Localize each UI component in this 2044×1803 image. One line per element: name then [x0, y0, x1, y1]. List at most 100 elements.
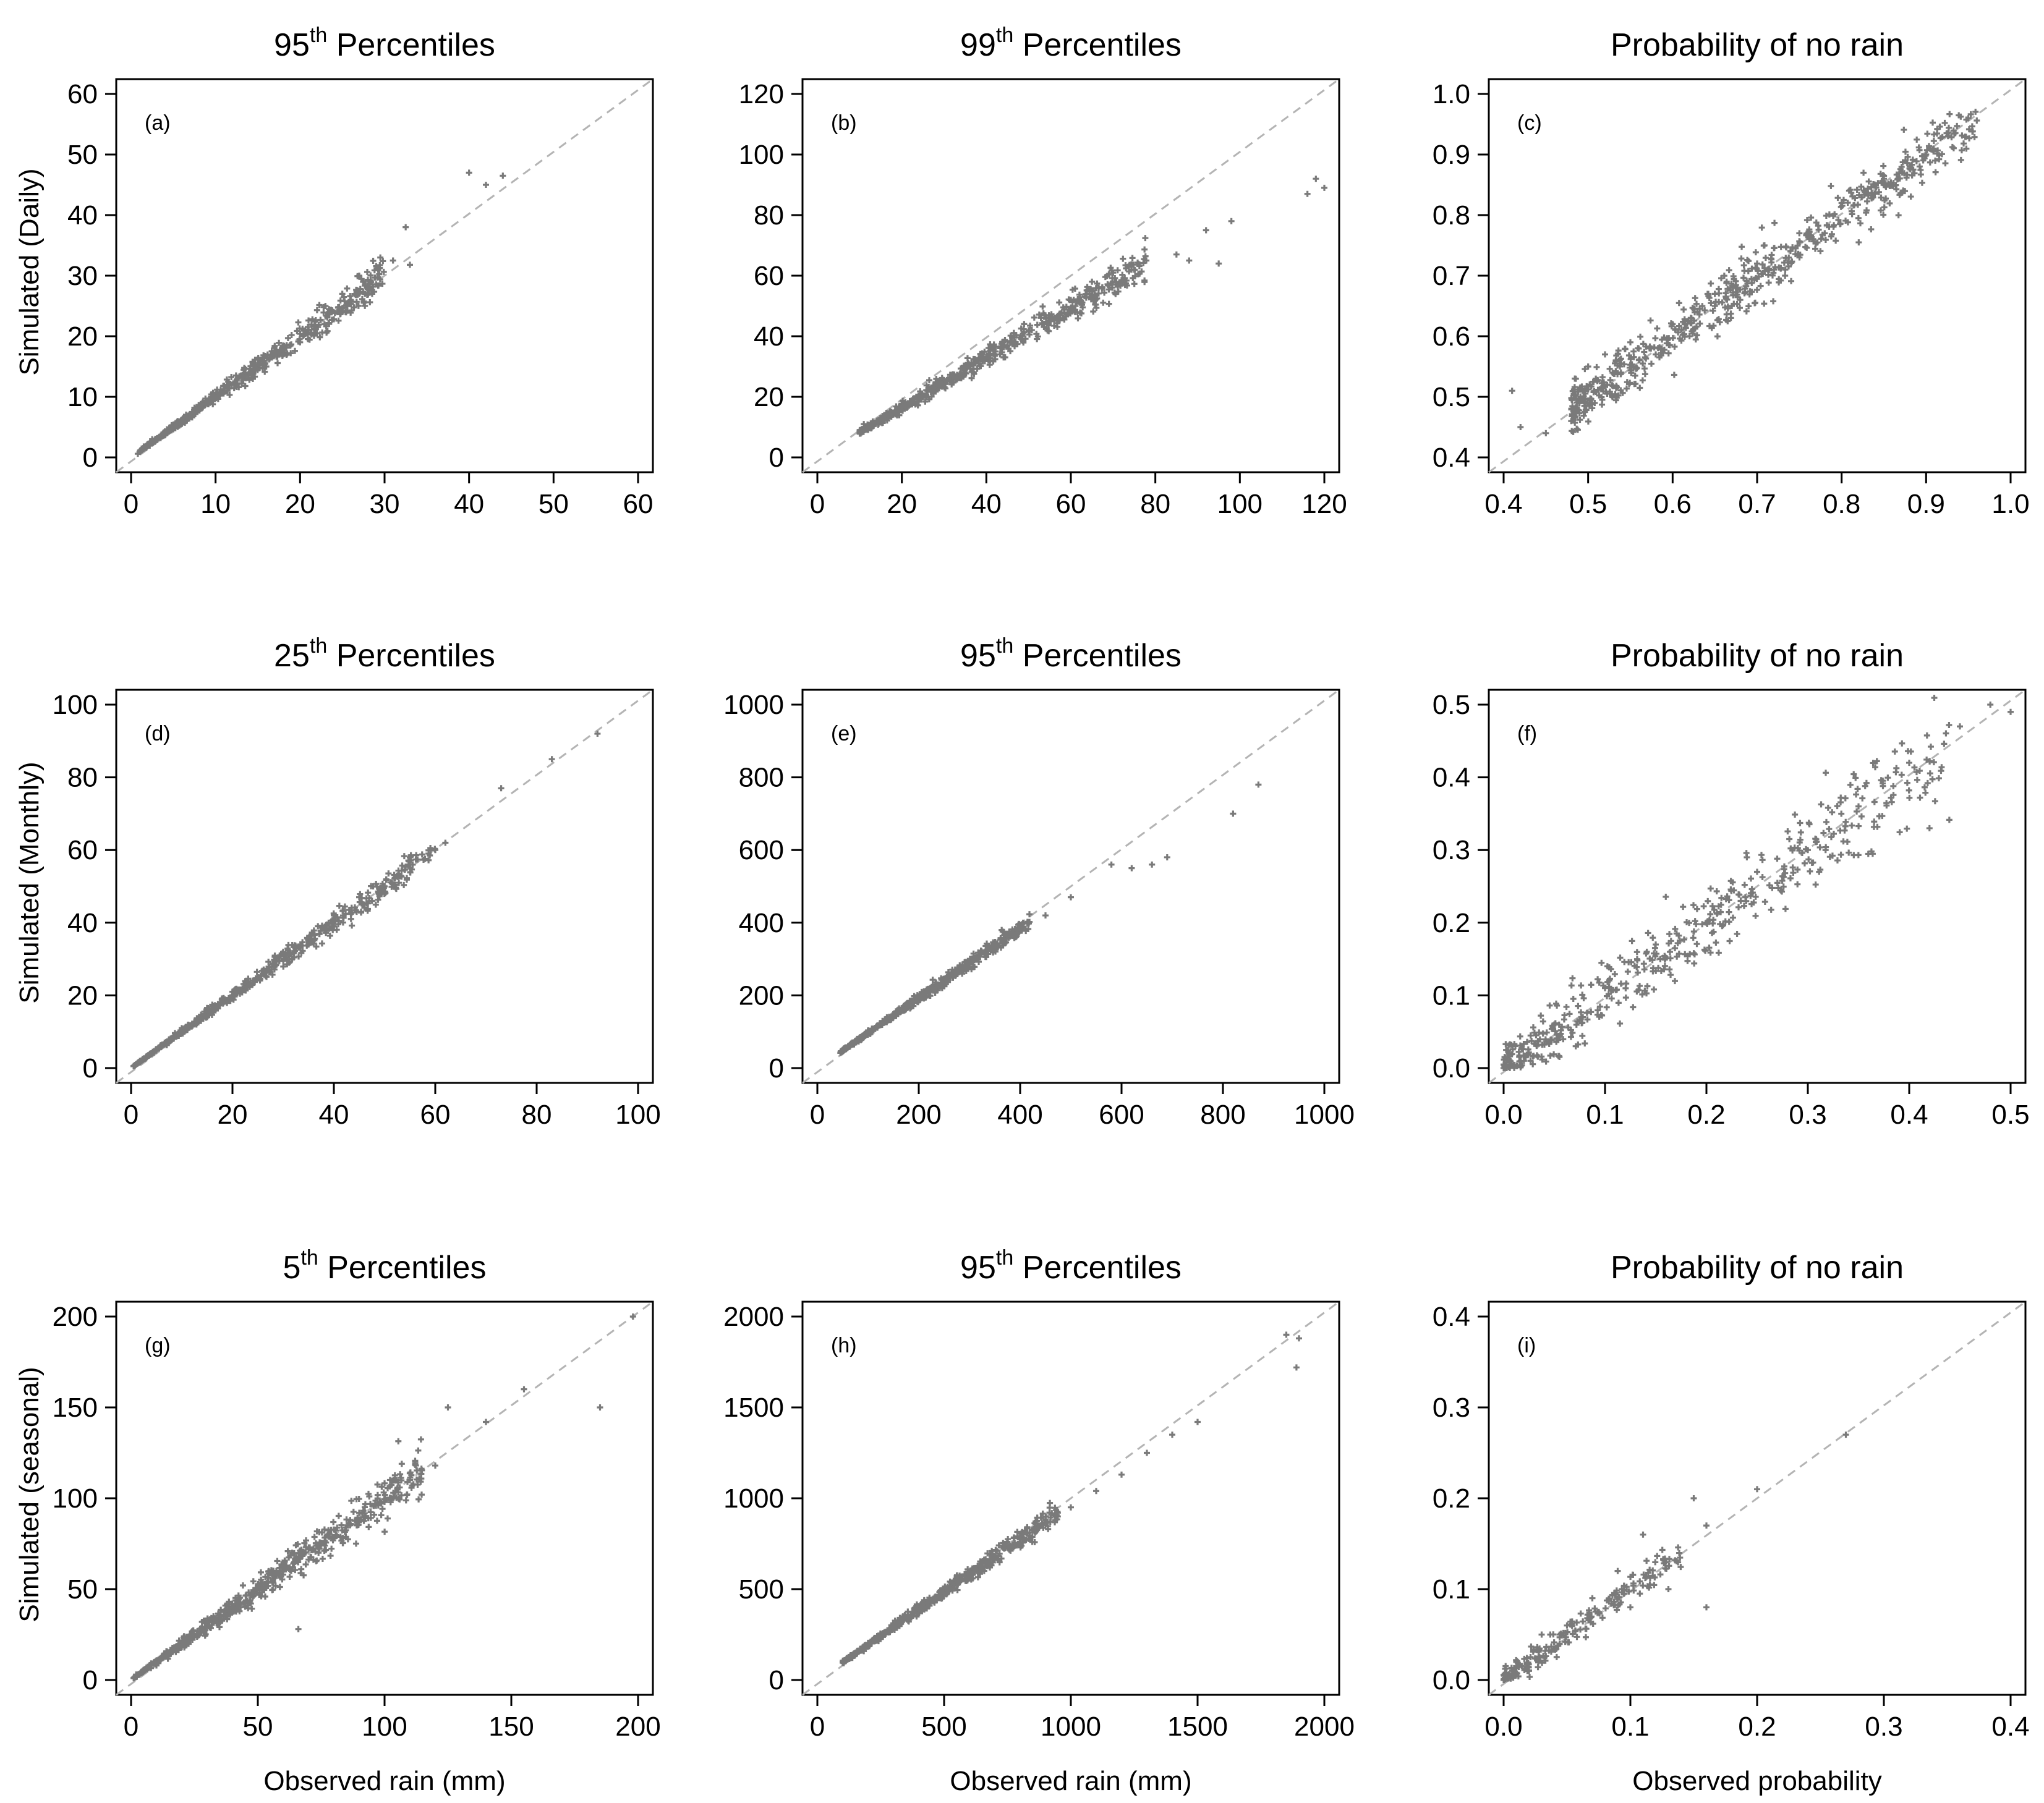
data-point: [1929, 776, 1936, 783]
data-point: [1646, 1566, 1653, 1573]
data-point: [1782, 870, 1789, 876]
data-point: [1632, 372, 1638, 379]
data-point: [425, 847, 432, 854]
y-tick-label: 150: [53, 1393, 98, 1423]
data-point: [949, 371, 956, 378]
data-point: [296, 336, 303, 342]
data-point: [1657, 956, 1664, 962]
data-point: [1636, 983, 1643, 990]
data-point: [1713, 299, 1719, 305]
data-point: [1575, 1003, 1582, 1009]
data-point: [266, 964, 273, 970]
x-tick-label: 0.5: [1569, 489, 1607, 519]
data-point: [264, 351, 271, 358]
data-point: [268, 348, 275, 355]
data-point: [1794, 866, 1801, 873]
data-point: [958, 966, 965, 973]
data-point: [924, 988, 931, 995]
data-point: [1742, 286, 1748, 292]
data-point: [1084, 284, 1091, 291]
data-point: [396, 1484, 403, 1491]
data-point: [1007, 1543, 1014, 1550]
x-tick-label: 0: [810, 1712, 825, 1742]
one-to-one-line: [1488, 689, 2026, 1084]
data-point: [846, 1655, 853, 1661]
data-point: [1504, 1057, 1510, 1064]
data-point: [1128, 266, 1135, 273]
data-point: [385, 870, 392, 877]
data-point: [1585, 418, 1591, 425]
data-point: [1614, 350, 1621, 357]
data-point: [1034, 333, 1041, 340]
data-point: [984, 940, 990, 947]
data-point: [1907, 193, 1914, 200]
data-point: [155, 435, 162, 441]
data-point: [927, 993, 934, 999]
data-point: [1838, 810, 1845, 817]
data-point: [258, 973, 265, 980]
data-point: [939, 376, 946, 383]
data-point: [249, 982, 255, 988]
data-point: [377, 1498, 383, 1505]
data-point: [1656, 354, 1663, 361]
data-point: [360, 298, 367, 305]
data-point: [1598, 380, 1605, 386]
data-point: [279, 352, 286, 359]
data-point: [1076, 291, 1083, 298]
data-point: [242, 987, 249, 994]
data-point: [1649, 957, 1656, 964]
y-tick-label: 0.5: [1433, 382, 1470, 412]
data-point: [1025, 926, 1032, 933]
data-point: [353, 286, 360, 293]
data-point: [348, 904, 355, 911]
data-point: [1936, 152, 1943, 159]
data-point: [1707, 911, 1714, 918]
data-point: [1768, 259, 1775, 266]
x-tick-label: 1000: [1041, 1712, 1101, 1742]
y-tick-label: 0: [83, 443, 98, 473]
data-point: [1918, 153, 1925, 159]
data-point: [357, 286, 364, 292]
data-point: [320, 303, 327, 310]
data-point: [1692, 336, 1699, 343]
data-point: [1875, 180, 1881, 187]
data-point: [1016, 1535, 1023, 1542]
data-point: [1874, 823, 1881, 830]
data-point: [318, 940, 325, 947]
data-point: [1872, 190, 1878, 197]
data-point: [1114, 267, 1121, 274]
data-point: [317, 927, 324, 934]
data-point: [1906, 787, 1912, 794]
chart-title-sup: th: [996, 634, 1013, 658]
data-point: [1509, 388, 1515, 394]
data-point: [1868, 189, 1875, 196]
data-point: [1637, 1578, 1643, 1585]
data-point: [299, 1551, 306, 1558]
data-point: [1675, 329, 1682, 336]
data-point: [1056, 299, 1063, 306]
data-point: [1814, 239, 1821, 246]
data-point: [1896, 170, 1902, 177]
data-point: [1321, 184, 1327, 191]
data-point: [1920, 157, 1927, 164]
data-point: [952, 1585, 958, 1592]
data-point: [399, 862, 406, 869]
data-point: [904, 1615, 911, 1622]
data-point: [1851, 202, 1858, 208]
data-point: [1093, 305, 1100, 312]
y-tick-label: 0: [83, 1053, 98, 1084]
data-point: [230, 1608, 237, 1615]
data-point: [1022, 336, 1029, 342]
y-tick-label: 20: [67, 321, 98, 352]
data-point: [216, 1624, 223, 1631]
data-point: [1744, 854, 1750, 861]
data-point: [1710, 917, 1717, 923]
data-point: [1909, 156, 1916, 163]
y-tick-label: 0: [769, 1665, 784, 1695]
data-point: [427, 852, 433, 859]
data-point: [1723, 278, 1730, 285]
data-point: [275, 954, 281, 961]
data-point: [339, 1535, 346, 1542]
data-point: [1896, 829, 1903, 836]
data-point: [306, 336, 313, 343]
